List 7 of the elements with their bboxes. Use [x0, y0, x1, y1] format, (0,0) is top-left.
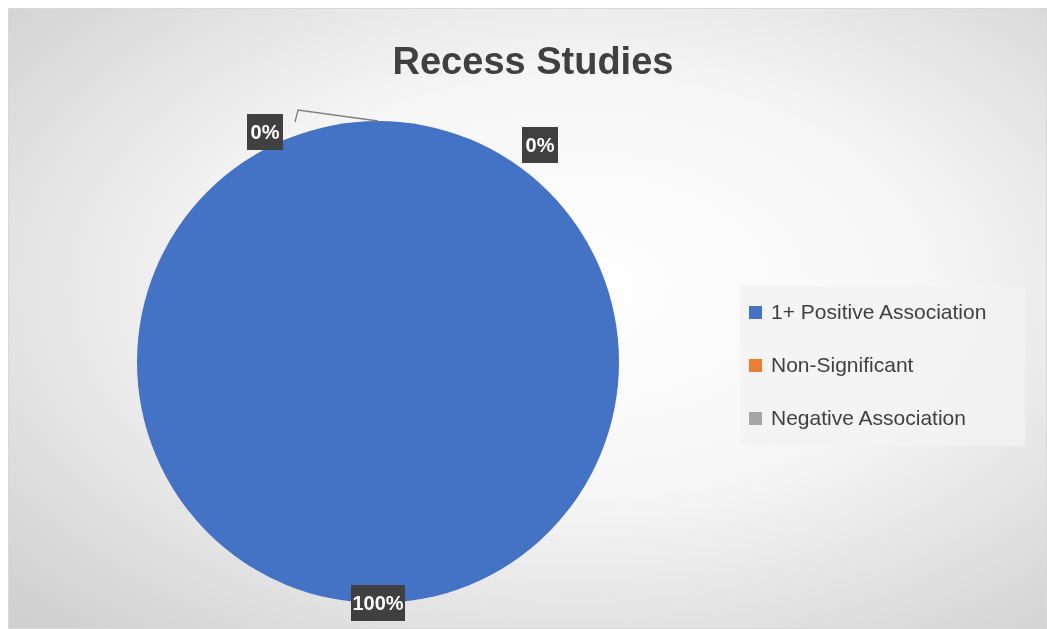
chart-title: Recess Studies [392, 40, 674, 82]
text: 0% [250, 121, 280, 143]
legend-label: Negative Association [771, 406, 966, 429]
legend-label: Non-Significant [771, 353, 914, 376]
text: 0% [525, 134, 555, 156]
data-label: 100% [352, 592, 404, 614]
legend-label: 1+ Positive Association [771, 300, 987, 323]
